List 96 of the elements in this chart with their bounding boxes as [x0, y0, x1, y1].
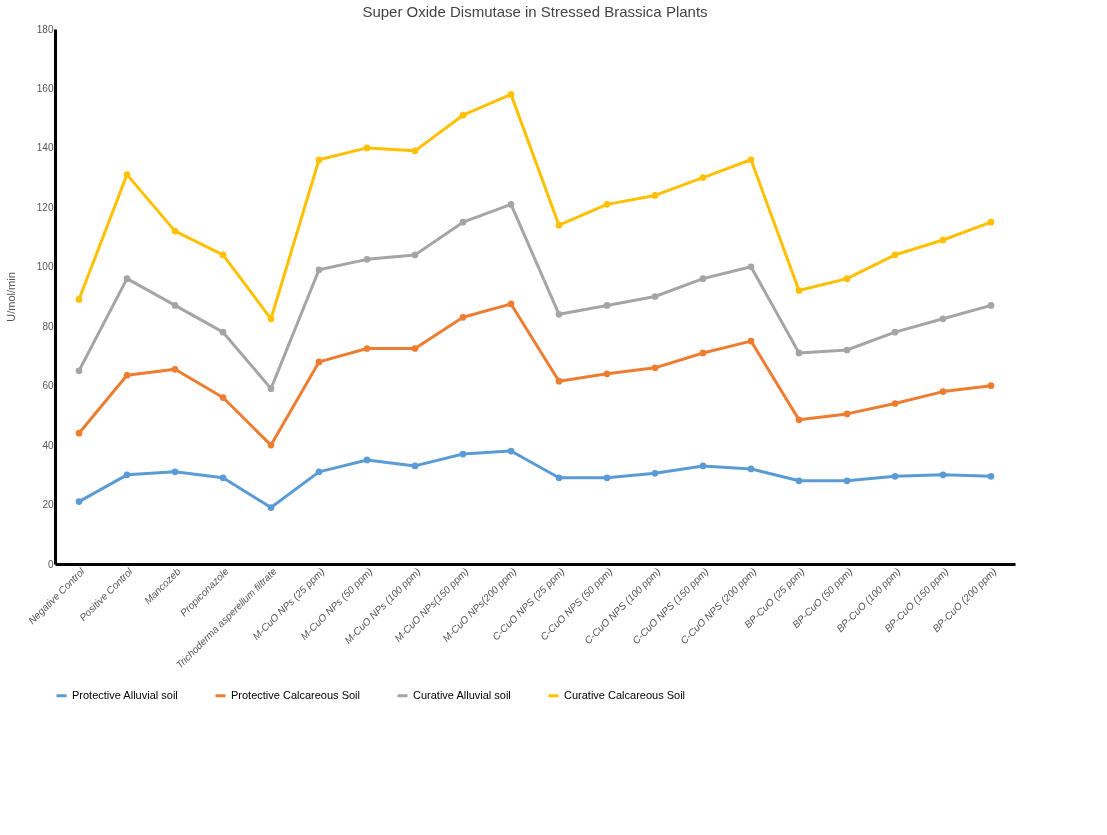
point [363, 256, 371, 263]
point [363, 345, 371, 352]
point [603, 201, 611, 208]
point [171, 302, 179, 309]
point [795, 349, 803, 357]
point [75, 429, 83, 437]
point [987, 472, 995, 480]
point [315, 156, 323, 164]
point [411, 147, 419, 155]
point [603, 370, 611, 378]
legend-label: Curative Calcareous Soil [564, 688, 686, 701]
point [267, 504, 275, 511]
point [171, 468, 179, 476]
point [459, 450, 467, 458]
point [123, 471, 131, 479]
y-tick-label: 80 [42, 320, 54, 332]
point [843, 346, 851, 354]
point [747, 156, 755, 164]
point [987, 302, 995, 309]
point [891, 472, 899, 480]
point [315, 468, 323, 476]
point [843, 410, 851, 418]
point [843, 477, 851, 485]
point [651, 364, 659, 372]
point [75, 367, 83, 375]
point [603, 302, 611, 309]
point [555, 310, 563, 318]
point [219, 328, 227, 336]
point [699, 275, 707, 283]
point [939, 315, 947, 323]
point [171, 365, 179, 373]
point [171, 227, 179, 235]
point [507, 447, 515, 455]
point [459, 111, 467, 119]
y-tick-label: 0 [47, 558, 54, 570]
point [891, 251, 899, 259]
point [267, 315, 275, 323]
point [363, 456, 371, 464]
point [315, 266, 323, 274]
y-tick-label: 20 [42, 499, 54, 511]
point [795, 477, 803, 485]
point [651, 192, 659, 199]
point [891, 400, 899, 407]
point [219, 394, 227, 401]
point [267, 441, 275, 449]
point [363, 144, 371, 152]
chart-title: Super Oxide Dismutase in Stressed Brassica Plants [362, 3, 708, 20]
point [123, 171, 131, 178]
point [507, 91, 515, 98]
point [699, 349, 707, 357]
point [555, 474, 563, 482]
y-tick-label: 100 [36, 261, 54, 273]
legend-label: Protective Calcareous Soil [231, 688, 361, 701]
point [987, 382, 995, 390]
point [507, 300, 515, 308]
point [699, 462, 707, 470]
point [843, 275, 851, 283]
point [315, 358, 323, 366]
point [123, 371, 131, 379]
point [747, 465, 755, 473]
point [795, 287, 803, 294]
y-tick-label: 120 [36, 201, 54, 213]
point [747, 263, 755, 271]
point [459, 218, 467, 226]
point [939, 388, 947, 395]
point [555, 377, 563, 385]
point [603, 474, 611, 482]
y-axis-title: U/mol/min [4, 272, 17, 322]
y-tick-label: 140 [36, 142, 54, 154]
point [75, 498, 83, 505]
y-tick-label: 40 [42, 439, 54, 451]
point [651, 470, 659, 477]
y-tick-label: 60 [42, 380, 54, 392]
point [459, 313, 467, 321]
point [219, 251, 227, 259]
point [699, 174, 707, 181]
legend-label: Curative Alluvial soil [413, 688, 511, 701]
point [939, 471, 947, 479]
point [75, 296, 83, 303]
point [795, 416, 803, 424]
point [555, 221, 563, 229]
point [411, 251, 419, 259]
point [219, 474, 227, 482]
legend-label: Protective Alluvial soil [72, 688, 178, 701]
point [939, 236, 947, 244]
point [411, 345, 419, 352]
point [411, 462, 419, 470]
y-tick-label: 160 [36, 82, 54, 94]
y-tick-label: 180 [36, 23, 54, 35]
point [123, 275, 131, 283]
point [891, 328, 899, 336]
point [267, 385, 275, 392]
point [747, 337, 755, 345]
point [507, 201, 515, 208]
point [987, 218, 995, 226]
point [651, 293, 659, 300]
